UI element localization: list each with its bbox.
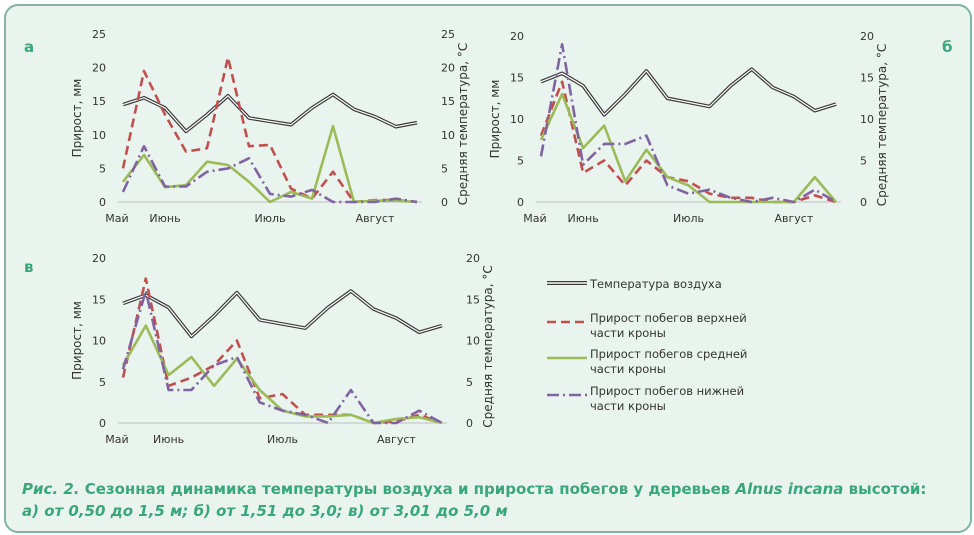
y-tick-right: 0	[441, 196, 448, 209]
figure-canvas: а 0 0 5 5 10 10 15 15 20 20 25 25 Прирост, мм Средняя …	[24, 28, 952, 446]
y-axis-title-right: Средняя температура, °С	[481, 265, 495, 427]
legend-lower-label-1: Прирост побегов нижней	[590, 384, 744, 398]
chart-panel-1: а 0 0 5 5 10 10 15 15 20 20 25 25 Прирост, мм Средняя …	[24, 28, 470, 225]
y-axis-title-right: Средняя температура, °С	[875, 44, 889, 206]
y-tick-right: 15	[466, 293, 480, 306]
x-tick-label: Август	[356, 212, 395, 225]
series-temperature-line-inner	[540, 68, 837, 116]
series-middle-crown-line	[121, 324, 443, 425]
y-axis-title-left: Прирост, мм	[70, 301, 84, 380]
y-tick-left: 5	[99, 162, 106, 175]
series-lower-crown-line	[539, 42, 837, 204]
y-tick-right: 15	[441, 95, 455, 108]
panel-label: в	[24, 258, 34, 276]
caption-tail: высотой:	[848, 480, 927, 498]
x-tick-label: Август	[377, 433, 416, 446]
x-tick-label: Май	[105, 212, 128, 225]
x-tick-label: Август	[774, 212, 813, 225]
y-tick-left: 0	[99, 417, 106, 430]
figure-caption: Рис. 2. Сезонная динамика температуры во…	[22, 478, 962, 522]
y-tick-left: 10	[92, 335, 106, 348]
series-lower-crown-line	[121, 289, 443, 425]
series-temperature-line	[540, 67, 837, 117]
legend-middle-label-1: Прирост побегов средней	[590, 347, 747, 361]
series-temperature-line-inner	[122, 290, 443, 337]
series-middle-crown-line	[539, 92, 837, 204]
y-tick-right: 5	[860, 155, 867, 168]
y-tick-left: 15	[92, 95, 106, 108]
y-tick-right: 20	[860, 30, 874, 43]
chart-panel-3: в 0 0 5 5 10 10 15 15 20 20 Прирост, мм Средняя темп…	[24, 252, 495, 446]
y-tick-right: 0	[860, 196, 867, 209]
x-tick-label: Июнь	[153, 433, 184, 446]
caption-fig-number: Рис. 2.	[22, 480, 80, 498]
y-axis-title-left: Прирост, мм	[70, 79, 84, 158]
y-tick-left: 15	[92, 293, 106, 306]
y-tick-right: 10	[466, 335, 480, 348]
y-tick-left: 5	[99, 376, 106, 389]
series-temperature-line	[122, 289, 443, 339]
x-tick-label: Май	[523, 212, 546, 225]
y-tick-right: 25	[441, 28, 455, 41]
x-tick-label: Май	[105, 433, 128, 446]
x-tick-label: Июль	[673, 212, 704, 225]
series-upper-crown-line	[121, 56, 418, 204]
caption-text: Сезонная динамика температуры воздуха и …	[84, 480, 731, 498]
y-tick-left: 0	[517, 196, 524, 209]
series-temperature-line	[122, 92, 418, 134]
y-tick-right: 20	[466, 252, 480, 265]
chart-panel-2: б 0 0 5 5 10 10 15 15 20 20 Прирост, мм Средняя темп…	[488, 30, 952, 225]
series-upper-crown-line	[121, 277, 443, 425]
x-tick-label: Июнь	[568, 212, 599, 225]
legend-upper-label-2: части кроны	[590, 326, 666, 340]
series-temperature-line-inner	[122, 93, 418, 133]
y-tick-left: 20	[92, 252, 106, 265]
legend-upper-label-1: Прирост побегов верхней	[590, 311, 747, 325]
y-tick-left: 15	[510, 72, 524, 85]
panel-label: б	[942, 38, 952, 56]
y-tick-left: 0	[99, 196, 106, 209]
y-tick-right: 0	[466, 417, 473, 430]
y-tick-right: 10	[441, 129, 455, 142]
figure-frame: а 0 0 5 5 10 10 15 15 20 20 25 25 Прирост, мм Средняя …	[4, 4, 972, 533]
legend-lower-label-2: части кроны	[590, 399, 666, 413]
y-tick-right: 5	[466, 376, 473, 389]
caption-line2: а) от 0,50 до 1,5 м; б) от 1,51 до 3,0; …	[22, 502, 508, 520]
y-tick-right: 10	[860, 113, 874, 126]
y-tick-left: 10	[92, 129, 106, 142]
y-tick-left: 10	[510, 113, 524, 126]
y-tick-left: 5	[517, 155, 524, 168]
y-tick-left: 20	[92, 62, 106, 75]
y-axis-title-right: Средняя температура, °С	[456, 43, 470, 205]
y-tick-right: 5	[441, 162, 448, 175]
series-lower-crown-line	[121, 144, 418, 204]
legend-middle-label-2: части кроны	[590, 362, 666, 376]
x-tick-label: Июнь	[149, 212, 180, 225]
y-axis-title-left: Прирост, мм	[488, 80, 502, 159]
y-tick-right: 20	[441, 62, 455, 75]
x-tick-label: Июль	[254, 212, 285, 225]
series-middle-crown-line	[121, 124, 418, 204]
x-tick-label: Июль	[267, 433, 298, 446]
y-tick-right: 15	[860, 72, 874, 85]
legend: Температура воздуха Прирост побегов верх…	[547, 277, 747, 413]
panel-label: а	[24, 38, 34, 56]
legend-temp-label: Температура воздуха	[589, 277, 722, 291]
caption-species: Alnus incana	[735, 480, 844, 498]
y-tick-left: 25	[92, 28, 106, 41]
series-upper-crown-line	[539, 80, 837, 204]
y-tick-left: 20	[510, 30, 524, 43]
